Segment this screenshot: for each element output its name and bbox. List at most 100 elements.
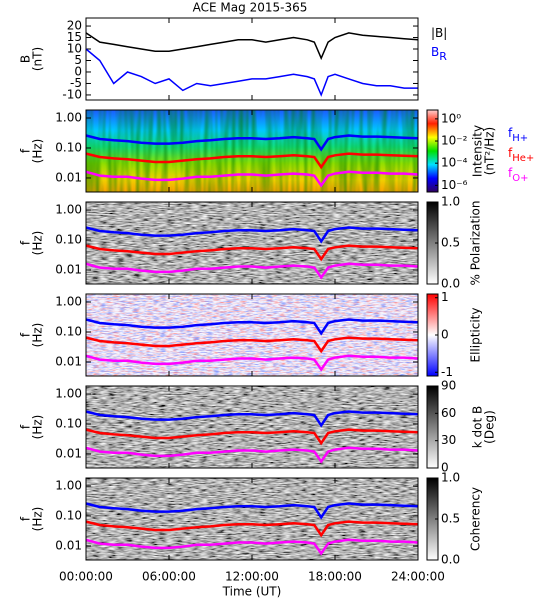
plot-frame	[85, 17, 419, 101]
colorbar-tick-label: 0.0	[441, 277, 460, 291]
y-axis-label: f	[19, 332, 33, 337]
y-tick-label: 0.01	[55, 538, 82, 552]
series-line	[85, 32, 419, 61]
colorbar-tick-label: 1	[441, 290, 449, 304]
colorbar-label: (Deg)	[483, 410, 497, 444]
y-tick-label: 0.10	[55, 416, 82, 430]
spectrogram-texture	[86, 294, 418, 376]
legend-subscript: O+	[512, 173, 528, 184]
colorbar-label: Ellipticity	[469, 308, 483, 363]
colorbar-tick-label: 10⁻²	[441, 134, 468, 148]
colorbar-label: % Polarization	[469, 201, 483, 286]
y-tick-label: 0.10	[55, 140, 82, 154]
colorbar-tick-label: 30	[441, 433, 456, 447]
colorbar	[426, 109, 439, 193]
series-line	[85, 48, 418, 97]
y-axis-label: f	[19, 424, 33, 429]
y-tick-label: 0.01	[55, 170, 82, 184]
x-tick-label: 24:00:00	[391, 570, 445, 584]
colorbar-tick-label: 10⁰	[441, 111, 461, 125]
colorbar-tick-label: 1.0	[441, 471, 460, 485]
series-line	[85, 152, 419, 170]
y-axis-label: (nT)	[31, 47, 45, 71]
y-tick-label: 0.10	[55, 508, 82, 522]
y-tick-label: 1.00	[55, 111, 82, 125]
y-axis-label: (Hz)	[31, 507, 45, 532]
y-axis-label: f	[19, 148, 33, 153]
colorbar-label: k dot B	[471, 406, 485, 448]
series-line	[85, 336, 419, 354]
colorbar-tick-label: 10⁻⁴	[441, 156, 468, 170]
spectrogram-background	[86, 386, 418, 468]
x-axis-label: Time (UT)	[222, 585, 282, 599]
legend-name: f	[508, 166, 513, 180]
y-tick-label: 1.00	[55, 387, 82, 401]
colorbar-tick-label: -1	[441, 365, 453, 379]
x-tick-label: 00:00:00	[59, 570, 113, 584]
series-line	[85, 354, 419, 372]
y-axis-label: (Hz)	[31, 415, 45, 440]
series-line	[85, 226, 419, 244]
spectrogram-background	[86, 478, 418, 560]
x-tick-label: 06:00:00	[142, 570, 196, 584]
colorbar-label: (nT²/Hz)	[483, 127, 497, 175]
colorbar-tick-label: 60	[441, 406, 456, 420]
legend-name: |B|	[431, 26, 447, 40]
series-line	[85, 538, 419, 556]
series-line	[85, 262, 419, 280]
y-tick-label: -10	[62, 87, 82, 101]
y-tick-label: 0.01	[55, 354, 82, 368]
legend-label: |B|	[431, 26, 447, 40]
series-line	[85, 318, 419, 336]
colorbar-label: Coherency	[469, 487, 483, 551]
colorbar-tick-label: 1.0	[441, 195, 460, 209]
y-tick-label: 0	[74, 64, 82, 78]
legend-label: BR	[431, 45, 447, 64]
colorbar-tick-label: 0.5	[441, 512, 460, 526]
colorbar-tick-label: 0	[441, 461, 449, 475]
y-tick-label: 0.01	[55, 262, 82, 276]
y-tick-label: 15	[67, 30, 82, 44]
legend-subscript: H+	[512, 133, 528, 144]
chart-title: ACE Mag 2015-365	[193, 1, 308, 15]
legend-name: f	[508, 146, 513, 160]
y-tick-label: 20	[67, 19, 82, 33]
y-tick-label: 1.00	[55, 295, 82, 309]
legend-name: f	[508, 126, 513, 140]
y-tick-label: 1.00	[55, 203, 82, 217]
colorbar	[426, 385, 439, 469]
colorbar-tick-label: 0.5	[441, 236, 460, 250]
legend-name: B	[431, 45, 439, 59]
colorbar-tick-label: 0	[441, 328, 449, 342]
legend-label: fO+	[508, 166, 528, 185]
series-line	[85, 502, 419, 520]
colorbar-tick-label: 10⁻⁶	[441, 178, 468, 192]
y-axis-label: (Hz)	[31, 323, 45, 348]
legend-label: fH+	[508, 126, 528, 145]
y-tick-label: 1.00	[55, 479, 82, 493]
series-line	[85, 520, 419, 538]
spectrogram-background	[86, 202, 418, 284]
series-line	[85, 428, 419, 446]
colorbar-tick-label: 90	[441, 379, 456, 393]
series-line	[85, 410, 419, 428]
colorbar-tick-label: 0.0	[441, 553, 460, 567]
y-axis-label: B	[19, 55, 33, 63]
legend-subscript: R	[439, 50, 447, 63]
y-tick-label: 10	[67, 42, 82, 56]
y-tick-label: 0.10	[55, 324, 82, 338]
y-axis-label: (Hz)	[31, 139, 45, 164]
x-tick-label: 18:00:00	[308, 570, 362, 584]
y-tick-label: 0.10	[55, 232, 82, 246]
y-tick-label: -5	[70, 76, 82, 90]
y-axis-label: f	[19, 516, 33, 521]
series-line	[85, 244, 419, 262]
series-line	[85, 134, 419, 152]
y-axis-label: (Hz)	[31, 231, 45, 256]
spectrogram-texture	[86, 110, 418, 192]
y-tick-label: 5	[74, 53, 82, 67]
x-tick-label: 12:00:00	[225, 570, 279, 584]
series-line	[85, 446, 419, 464]
y-tick-label: 0.01	[55, 446, 82, 460]
